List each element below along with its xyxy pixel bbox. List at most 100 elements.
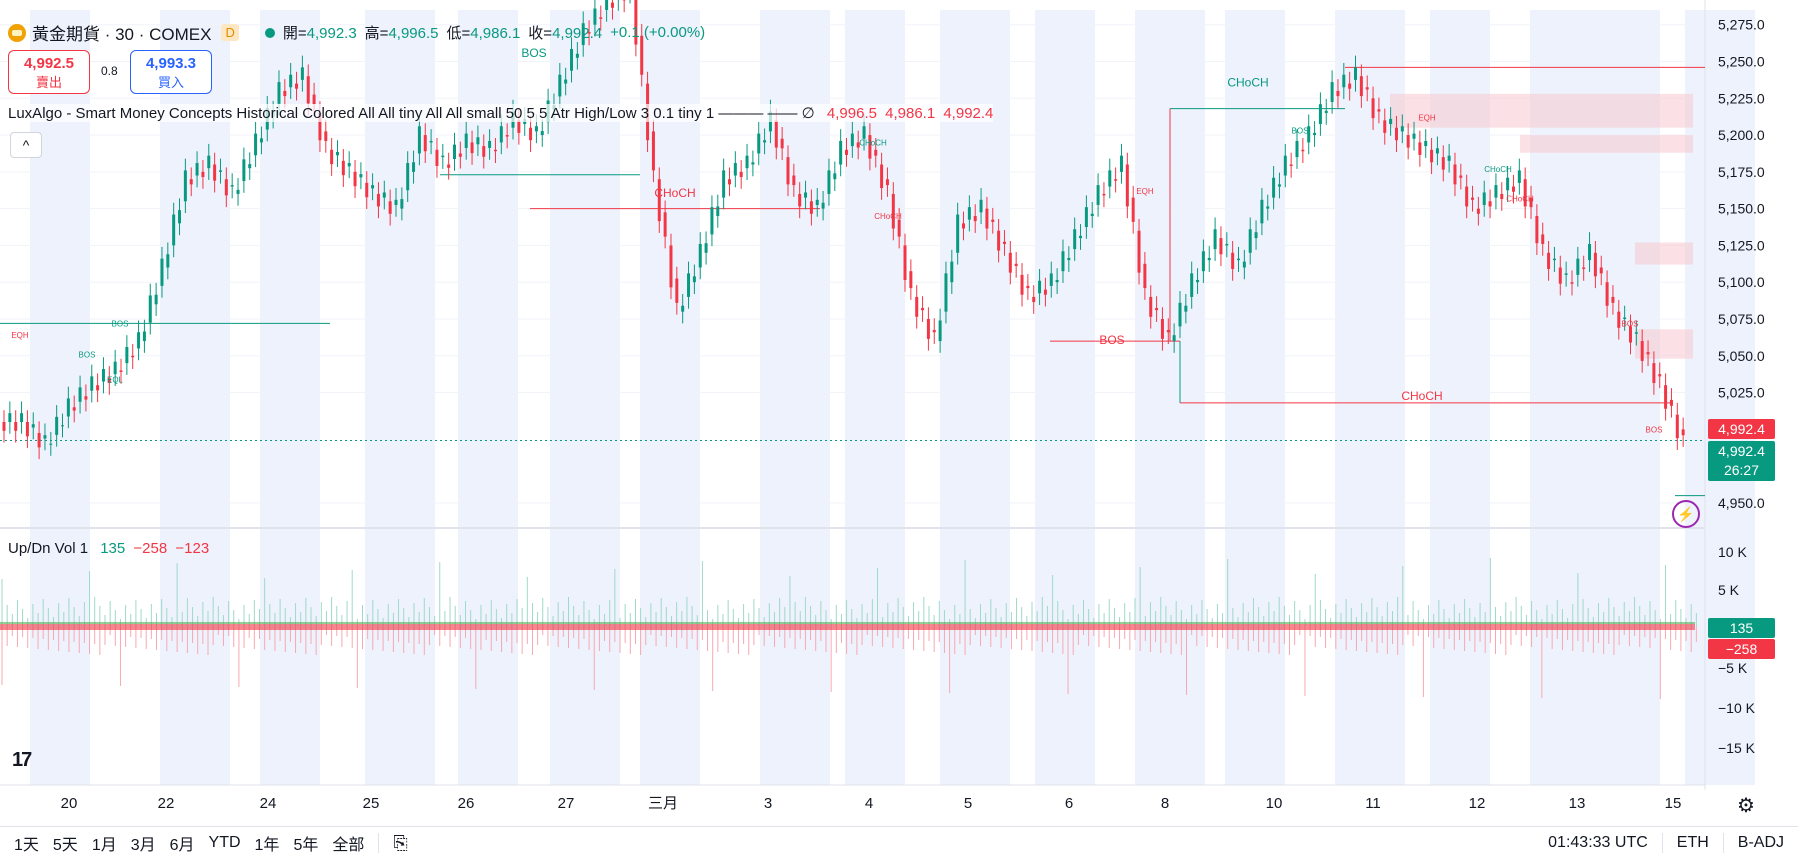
candle-body xyxy=(155,295,158,305)
range-1m-button[interactable]: 1月 xyxy=(92,831,117,855)
candle-body xyxy=(845,150,848,155)
range-5d-button[interactable]: 5天 xyxy=(53,831,78,855)
candle-body xyxy=(740,172,743,177)
candle-body xyxy=(1518,170,1521,183)
candle-body xyxy=(921,308,924,310)
range-6m-button[interactable]: 6月 xyxy=(170,831,195,855)
candle-body xyxy=(277,82,280,104)
sell-button[interactable]: 4,992.5 賣出 xyxy=(8,50,90,94)
candle-body xyxy=(207,156,210,169)
candle-body xyxy=(1278,184,1281,186)
volume-indicator-name: Up/Dn Vol 1 xyxy=(8,540,88,557)
candle-body xyxy=(1670,400,1673,406)
compare-calendar-icon[interactable]: ⎘ xyxy=(393,833,407,854)
session-band xyxy=(940,10,1010,785)
candle-body xyxy=(827,170,830,194)
candle-body xyxy=(576,54,579,58)
candle-body xyxy=(1038,281,1041,294)
candle-body xyxy=(1559,268,1562,284)
candle-body xyxy=(371,185,374,188)
candle-body xyxy=(1044,290,1047,295)
time-axis-label: 11 xyxy=(1365,795,1381,812)
range-1y-button[interactable]: 1年 xyxy=(255,831,280,855)
candle-body xyxy=(939,320,942,341)
ohlc-close: 收=4,992.4 xyxy=(528,22,602,43)
lightning-icon[interactable]: ⚡ xyxy=(1672,500,1700,528)
candle-body xyxy=(1629,326,1632,342)
range-all-button[interactable]: 全部 xyxy=(332,831,364,855)
candle-body xyxy=(500,126,503,142)
price-axis-label: 5,275.0 xyxy=(1718,17,1765,33)
candle-body xyxy=(1260,200,1263,224)
candle-body xyxy=(149,295,152,322)
volume-down-value: −258 xyxy=(133,540,167,557)
candle-body xyxy=(1401,126,1404,131)
structure-label: BOS xyxy=(521,46,546,60)
candle-body xyxy=(1606,282,1609,306)
volume-legend[interactable]: Up/Dn Vol 1 135 −258 −123 xyxy=(8,540,209,557)
candle-body xyxy=(1225,244,1228,245)
candle-body xyxy=(1594,253,1597,277)
tradingview-logo-icon[interactable]: 17 xyxy=(12,749,30,772)
candle-body xyxy=(968,207,971,220)
candle-body xyxy=(1383,120,1386,133)
range-5y-button[interactable]: 5年 xyxy=(293,831,318,855)
candle-body xyxy=(1418,142,1421,155)
volume-axis-label: 10 K xyxy=(1718,544,1747,560)
delayed-badge[interactable]: D xyxy=(221,24,238,41)
structure-label: BOS xyxy=(1099,333,1124,347)
utc-clock[interactable]: 01:43:33 UTC xyxy=(1534,834,1662,852)
candle-body xyxy=(184,170,187,201)
candle-body xyxy=(1067,258,1070,260)
candle-body xyxy=(160,259,163,286)
time-axis-label: 26 xyxy=(458,795,475,812)
range-1d-button[interactable]: 1天 xyxy=(14,831,39,855)
candle-body xyxy=(1126,165,1129,207)
time-axis-label: 24 xyxy=(260,795,277,812)
collapse-legend-button[interactable]: ^ xyxy=(10,132,42,158)
session-band xyxy=(260,10,320,785)
candle-body xyxy=(792,176,795,186)
indicator-legend[interactable]: LuxAlgo - Smart Money Concepts Historica… xyxy=(8,104,993,122)
symbol-title[interactable]: 黃金期貨 · 30 · COMEX xyxy=(32,20,211,45)
candle-body xyxy=(1535,216,1538,243)
candle-body xyxy=(295,84,298,89)
session-toggle[interactable]: ETH xyxy=(1663,834,1723,852)
candle-body xyxy=(237,190,240,194)
candle-body xyxy=(1161,319,1164,339)
candle-body xyxy=(178,210,181,223)
structure-label: CHoCH xyxy=(1401,389,1442,403)
candle-body xyxy=(1494,185,1497,198)
range-3m-button[interactable]: 3月 xyxy=(131,831,156,855)
candle-body xyxy=(746,156,749,169)
candle-body xyxy=(669,245,672,287)
adjust-toggle[interactable]: B-ADJ xyxy=(1724,834,1798,852)
candle-body xyxy=(822,203,825,209)
candle-body xyxy=(1570,282,1573,283)
candle-body xyxy=(1284,156,1287,176)
session-band xyxy=(1225,10,1285,785)
time-axis-label: 12 xyxy=(1469,795,1486,812)
candle-body xyxy=(980,200,983,213)
candle-body xyxy=(1600,268,1603,274)
candle-body xyxy=(763,140,766,142)
candle-body xyxy=(693,276,696,282)
candle-body xyxy=(1056,280,1059,282)
candle-body xyxy=(1319,104,1322,124)
candle-body xyxy=(716,206,719,216)
candle-body xyxy=(166,254,169,267)
candle-body xyxy=(1331,82,1334,102)
session-band xyxy=(160,10,230,785)
sell-label: 賣出 xyxy=(9,72,89,91)
price-axis-label: 5,125.0 xyxy=(1718,237,1765,253)
candle-body xyxy=(956,215,959,253)
candle-body xyxy=(102,369,105,382)
range-ytd-button[interactable]: YTD xyxy=(209,834,241,852)
candle-body xyxy=(541,131,544,135)
candle-body xyxy=(225,179,228,195)
buy-button[interactable]: 4,993.3 買入 xyxy=(130,50,212,94)
candle-body xyxy=(675,279,678,303)
indicator-name: LuxAlgo - Smart Money Concepts Historica… xyxy=(8,105,815,122)
settings-gear-icon[interactable]: ⚙ xyxy=(1737,793,1755,818)
